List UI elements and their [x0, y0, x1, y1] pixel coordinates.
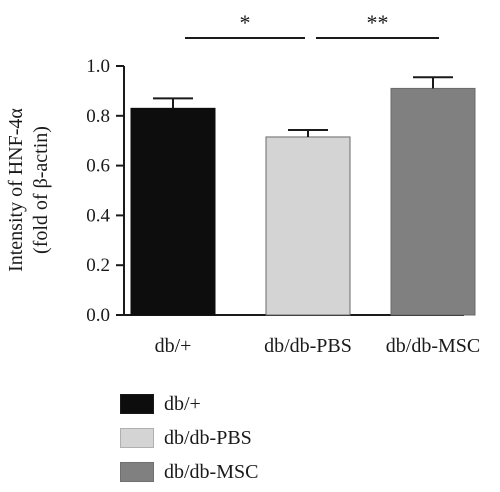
legend-item-db-plus: db/+ — [120, 390, 258, 418]
y-tick-label: 0.2 — [86, 255, 110, 276]
legend-swatch-db-plus — [120, 394, 154, 414]
significance-markers: * ** — [185, 10, 439, 39]
x-category-label: db/db-PBS — [264, 335, 352, 357]
significance-label: * — [240, 10, 251, 35]
legend-label: db/db-PBS — [164, 426, 252, 449]
y-tick-label: 1.0 — [86, 56, 110, 77]
y-tick-label: 0.4 — [86, 205, 110, 226]
significance-label: ** — [367, 10, 389, 35]
bar-chart: 0.00.20.40.60.81.0 * ** db/+ db/db-PBS db/d… — [5, 10, 481, 357]
bar — [265, 136, 351, 316]
legend: db/+ db/db-PBS db/db-MSC — [120, 390, 258, 492]
bar — [390, 87, 476, 316]
legend-label: db/db-MSC — [164, 460, 259, 483]
legend-item-db-db-pbs: db/db-PBS — [120, 424, 258, 452]
y-axis-label-line2: (fold of β-actin) — [30, 126, 52, 254]
legend-swatch-db-db-msc — [120, 462, 154, 482]
legend-label: db/+ — [164, 392, 201, 415]
legend-swatch-db-db-pbs — [120, 428, 154, 448]
y-tick-label: 0.8 — [86, 106, 110, 127]
x-axis-labels: db/+ db/db-PBS db/db-MSC — [155, 335, 481, 357]
bars — [130, 87, 476, 316]
error-bars — [153, 76, 453, 137]
y-tick-label: 0.6 — [86, 156, 110, 177]
x-category-label: db/db-MSC — [386, 335, 480, 357]
x-category-label: db/+ — [155, 335, 192, 357]
y-tick-label: 0.0 — [86, 305, 110, 326]
y-axis-label-line1: Intensity of HNF-4α — [5, 108, 27, 272]
legend-item-db-db-msc: db/db-MSC — [120, 458, 258, 486]
bar — [130, 107, 216, 316]
